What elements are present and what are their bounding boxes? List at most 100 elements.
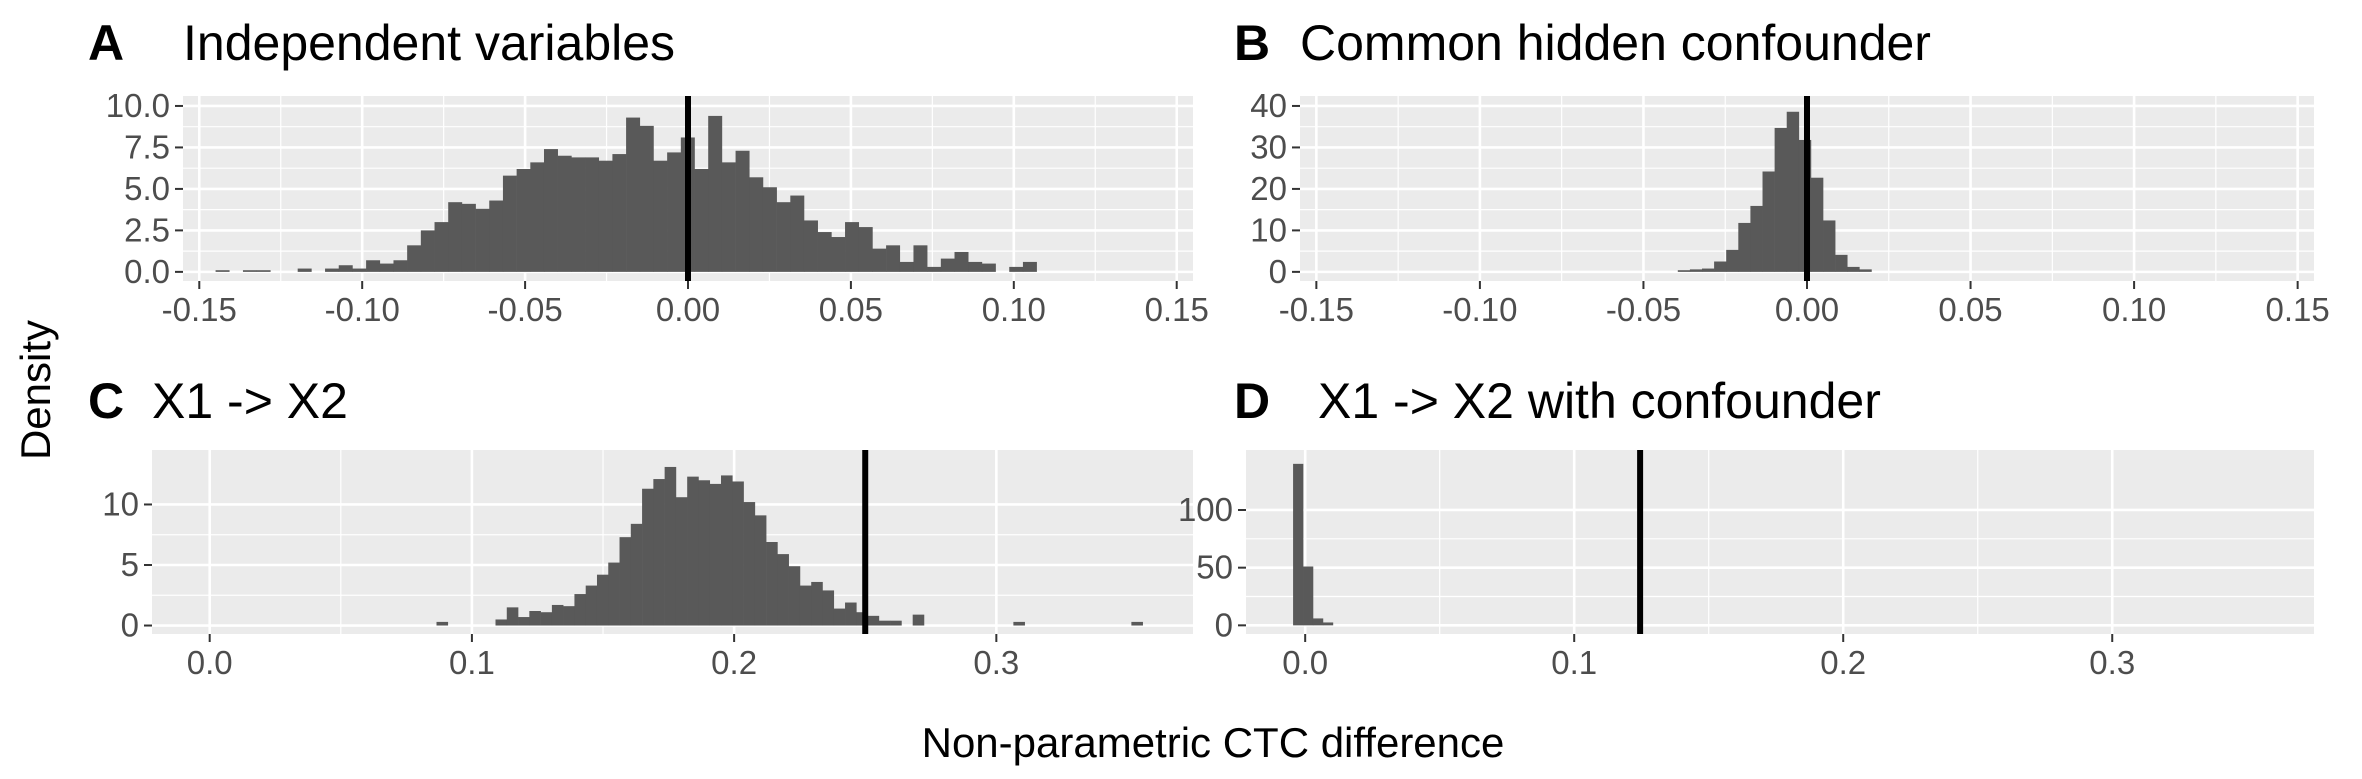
histogram-bar [256, 270, 271, 272]
histogram-bar [639, 125, 654, 272]
panel-b-tag: B [1234, 15, 1270, 71]
y-tick-label: 0 [1269, 253, 1287, 290]
histogram-bar [642, 488, 654, 626]
y-tick-label: 20 [1250, 170, 1287, 207]
histogram-bar [1835, 254, 1848, 272]
histogram-bar [506, 607, 519, 626]
histogram-bar [529, 611, 541, 626]
histogram-bar [743, 502, 756, 626]
panel-c-ticks: 0.0 0.1 0.2 0.3 0 5 10 [102, 485, 1019, 681]
histogram-bar [215, 270, 230, 272]
panel-a-title: Independent variables [183, 15, 675, 71]
histogram-bar [667, 152, 682, 272]
histogram-bar [518, 617, 530, 626]
histogram-bar [242, 270, 257, 272]
histogram-bar [352, 268, 367, 272]
panel-a-ticks: -0.15 -0.10 -0.05 0.00 0.05 0.10 0.15 0.0 2.5 5.0… [106, 87, 1209, 328]
panel-c-tag: C [88, 373, 124, 429]
panel-a-bars [215, 115, 1037, 272]
y-tick-label: 0 [1215, 606, 1233, 643]
histogram-bar [867, 615, 880, 626]
x-tick-label: 0.15 [2266, 291, 2330, 328]
histogram-bar [1786, 111, 1800, 272]
histogram-bar [540, 612, 553, 626]
histogram-bar [461, 203, 476, 272]
panel-c-title: X1 -> X2 [152, 373, 348, 429]
x-axis-label: Non-parametric CTC difference [922, 719, 1505, 766]
panel-b-title: Common hidden confounder [1300, 15, 1931, 71]
histogram-bar [1022, 261, 1037, 272]
histogram-bar [899, 261, 914, 272]
x-tick-label: -0.05 [487, 291, 562, 328]
x-tick-label: -0.10 [1442, 291, 1517, 328]
histogram-bar [1312, 618, 1324, 626]
histogram-bar [653, 160, 668, 272]
histogram-bar [366, 260, 381, 272]
histogram-bar [1714, 261, 1727, 272]
histogram-bar [420, 230, 435, 272]
x-tick-label: 0.0 [1282, 644, 1328, 681]
histogram-bar [626, 117, 641, 272]
histogram-bar [833, 608, 846, 626]
panel-d-bars [1293, 463, 1334, 626]
histogram-bar [1750, 205, 1763, 272]
histogram-bar [393, 260, 408, 272]
histogram-bar [489, 200, 504, 272]
histogram-bar [1013, 621, 1025, 626]
y-tick-label: 0.0 [124, 253, 170, 290]
y-tick-label: 5 [121, 546, 139, 583]
histogram-bar [890, 620, 902, 626]
histogram-bar [776, 202, 791, 272]
histogram-bar [475, 208, 490, 272]
histogram-bar [766, 542, 778, 626]
histogram-bar [557, 155, 572, 272]
histogram-bar [968, 261, 983, 272]
histogram-bar [687, 476, 699, 626]
panel-d-tag: D [1234, 373, 1270, 429]
histogram-bar [619, 537, 632, 626]
x-tick-label: 0.15 [1145, 291, 1209, 328]
panel-d: D X1 -> X2 with confounder 0.0 0.1 0.2 0.30… [1178, 373, 2314, 681]
histogram-bar [1677, 270, 1691, 272]
histogram-bar [1702, 268, 1715, 272]
histogram-bar [790, 195, 805, 272]
histogram-bar [1131, 621, 1143, 626]
histogram-bar [325, 268, 340, 272]
histogram-bar [495, 619, 508, 626]
histogram-bar [803, 220, 818, 272]
histogram-bar [940, 258, 955, 272]
histogram-bar [596, 574, 609, 626]
histogram-bar [845, 222, 860, 272]
histogram-bar [1774, 127, 1788, 272]
y-tick-label: 10.0 [106, 87, 170, 124]
histogram-bar [708, 115, 723, 272]
histogram-bar [516, 169, 531, 272]
y-tick-label: 30 [1250, 128, 1287, 165]
histogram-bar [1303, 566, 1314, 626]
histogram-bar [732, 481, 744, 626]
panel-a-tag: A [88, 15, 124, 71]
histogram-bar [1810, 177, 1824, 272]
panel-a: A Independent variables -0.15 -0.10 -0.05 0… [88, 15, 1209, 328]
histogram-bar [954, 251, 969, 272]
histogram-bar [777, 554, 789, 626]
x-tick-label: 0.00 [1775, 291, 1839, 328]
x-tick-label: 0.3 [2089, 644, 2135, 681]
x-tick-label: 0.10 [982, 291, 1046, 328]
histogram-bar [502, 175, 517, 272]
x-tick-label: -0.05 [1606, 291, 1681, 328]
histogram-bar [872, 248, 887, 272]
panel-b: B Common hidden confounder -0.15 -0.10 -0.… [1234, 15, 2330, 328]
histogram-bar [831, 237, 846, 272]
histogram-bar [788, 566, 801, 626]
histogram-bar [612, 154, 627, 272]
histogram-bar [1322, 622, 1334, 626]
y-tick-label: 10 [1250, 211, 1287, 248]
histogram-bar [551, 604, 564, 626]
histogram-bar [630, 523, 643, 626]
histogram-bar [530, 162, 545, 272]
histogram-bar [563, 606, 575, 626]
panel-b-ticks: -0.15 -0.10 -0.05 0.00 0.05 0.10 0.15 0 10 20 30 40 [1250, 87, 2329, 328]
y-tick-label: 2.5 [124, 211, 170, 248]
